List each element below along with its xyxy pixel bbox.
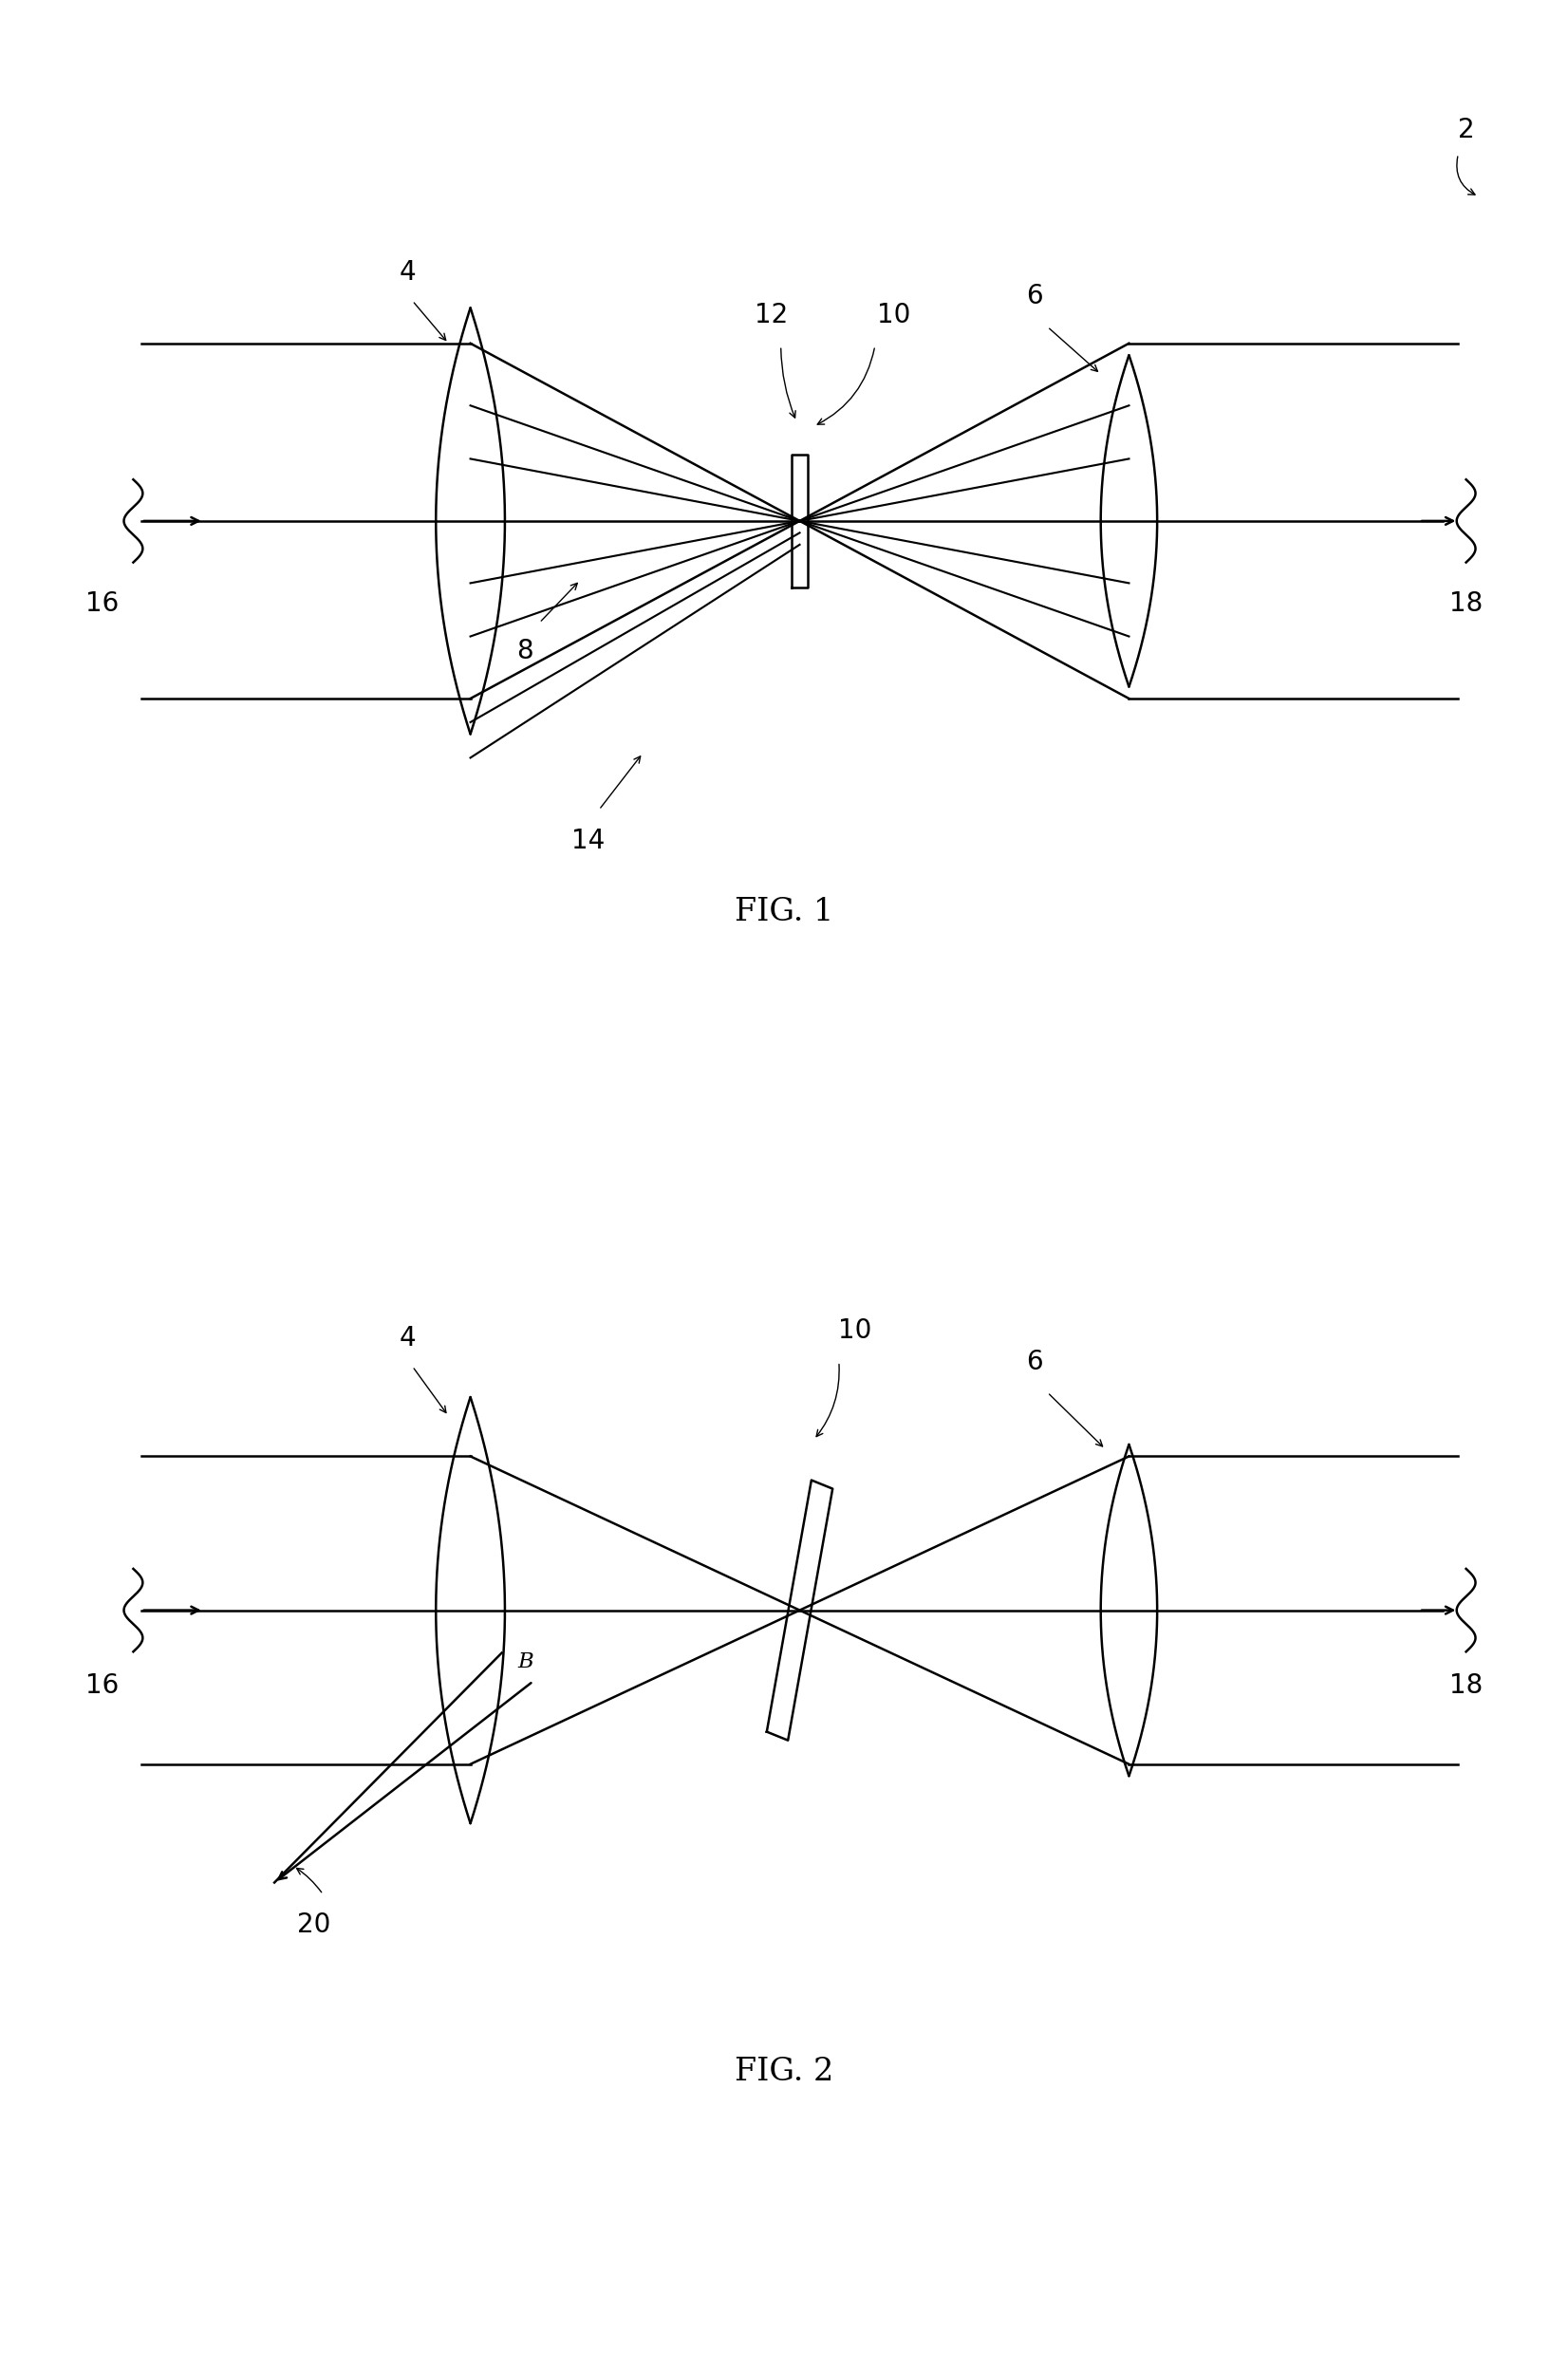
Text: 16: 16 bbox=[85, 1672, 119, 1700]
Text: 6: 6 bbox=[1027, 1347, 1043, 1376]
Text: 10: 10 bbox=[877, 301, 911, 329]
Text: 6: 6 bbox=[1027, 282, 1043, 310]
Text: 18: 18 bbox=[1449, 590, 1483, 618]
Text: FIG. 2: FIG. 2 bbox=[734, 2058, 834, 2086]
Text: 4: 4 bbox=[400, 1324, 416, 1352]
Text: 4: 4 bbox=[400, 258, 416, 287]
Text: 20: 20 bbox=[296, 1911, 331, 1939]
Text: 14: 14 bbox=[571, 826, 605, 855]
Text: FIG. 1: FIG. 1 bbox=[734, 897, 834, 926]
Text: 10: 10 bbox=[837, 1317, 872, 1345]
Text: 18: 18 bbox=[1449, 1672, 1483, 1700]
Text: 16: 16 bbox=[85, 590, 119, 618]
Text: 12: 12 bbox=[754, 301, 789, 329]
Text: B: B bbox=[517, 1653, 533, 1672]
Text: 8: 8 bbox=[517, 637, 533, 665]
Text: 2: 2 bbox=[1458, 116, 1474, 144]
